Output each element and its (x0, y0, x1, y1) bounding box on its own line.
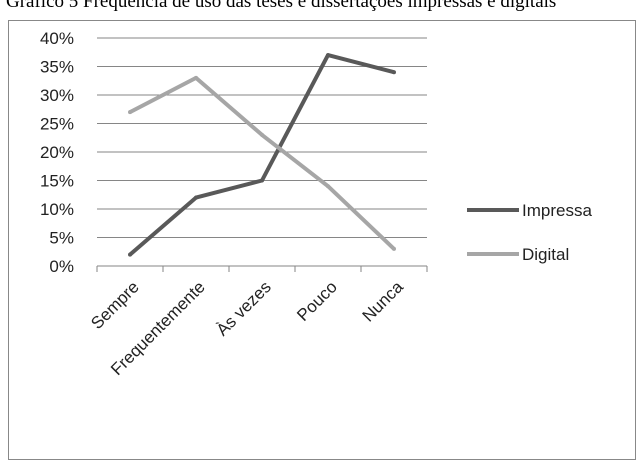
series-line (129, 75, 396, 251)
y-tick-label: 35% (40, 58, 74, 77)
x-tick-label: Nunca (359, 277, 408, 326)
y-tick-label: 25% (40, 115, 74, 134)
y-tick-label: 20% (40, 143, 74, 162)
y-tick-labels: 0% 5% 10% 15% 20% 25% 30% 35% 40% (40, 29, 74, 276)
y-tick-label: 10% (40, 200, 74, 219)
x-tick-label: Às vezes (213, 277, 275, 339)
y-tick-label: 30% (40, 86, 74, 105)
chart-frame (8, 20, 636, 460)
y-tick-label: 0% (49, 257, 74, 276)
y-tick-label: 15% (40, 172, 74, 191)
chart-title: Gráfico 5 Frequência de uso das teses e … (6, 0, 557, 12)
x-tick-label: Sempre (87, 277, 143, 333)
data-point (128, 110, 132, 115)
series-line (128, 53, 395, 257)
data-point (326, 53, 330, 58)
axes (96, 265, 428, 272)
y-tick-label: 5% (49, 229, 74, 248)
x-tick-label: Pouco (293, 277, 341, 325)
data-point (194, 195, 198, 200)
data-point (392, 246, 396, 251)
data-point (128, 252, 132, 257)
y-tick-label: 40% (40, 29, 74, 48)
data-point (260, 132, 264, 137)
data-point (194, 75, 198, 80)
data-point (326, 184, 330, 189)
legend-label: Impressa (522, 201, 592, 220)
legend-label: Digital (522, 245, 569, 264)
data-point (260, 178, 264, 183)
data-point (392, 70, 396, 75)
legend: Impressa Digital (467, 201, 592, 264)
line-chart: 0%5%10%15%20%25%30%35%40% SempreFrequent… (40, 29, 592, 379)
series-lines (128, 53, 396, 257)
